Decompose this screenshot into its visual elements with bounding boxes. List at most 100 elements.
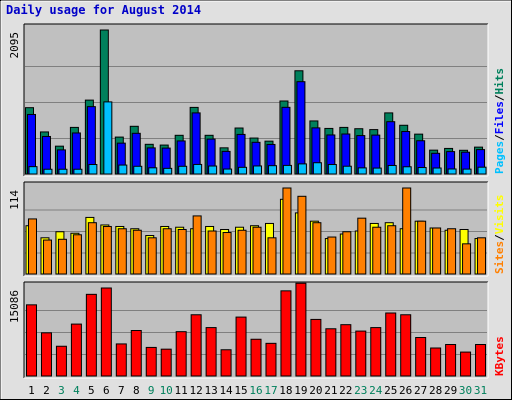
bar-kbytes-day-16 [250, 338, 262, 377]
bar-kbytes-day-20 [310, 318, 322, 377]
bar-sites-day-23 [357, 217, 367, 275]
bar-pages-day-8 [133, 165, 143, 175]
bar-pages-day-29 [447, 168, 457, 175]
bar-sites-day-12 [192, 215, 202, 275]
x-tick-label: 24 [369, 384, 383, 397]
bar-sites-day-30 [462, 243, 472, 275]
bar-kbytes-day-2 [40, 332, 52, 377]
x-tick-label: 30 [459, 384, 472, 397]
bar-sites-day-20 [312, 222, 322, 275]
bar-pages-day-5 [88, 164, 98, 175]
x-tick-label: 20 [309, 384, 322, 397]
bar-pages-day-24 [372, 167, 382, 175]
x-tick-label: 27 [414, 384, 427, 397]
legend-entry: / [493, 134, 506, 141]
x-tick-label: 31 [474, 384, 487, 397]
bar-kbytes-day-17 [265, 342, 277, 377]
bar-kbytes-day-6 [100, 287, 112, 377]
bar-kbytes-day-19 [295, 282, 307, 377]
bar-files-day-18 [281, 106, 291, 175]
bar-sites-day-19 [297, 195, 307, 275]
x-tick-label: 17 [264, 384, 277, 397]
bar-sites-day-28 [432, 227, 442, 275]
bar-kbytes-day-8 [130, 330, 142, 377]
bar-kbytes-day-30 [460, 351, 472, 377]
bar-pages-day-3 [58, 168, 68, 175]
bar-sites-day-9 [147, 237, 157, 275]
bar-pages-day-12 [193, 163, 203, 175]
x-tick-label: 8 [133, 384, 140, 397]
bar-pages-day-17 [267, 165, 277, 175]
bar-kbytes-day-28 [430, 347, 442, 377]
bar-kbytes-day-11 [175, 331, 187, 377]
x-tick-label: 15 [234, 384, 247, 397]
bar-pages-day-19 [297, 163, 307, 175]
bar-pages-day-31 [477, 166, 487, 175]
bar-pages-day-10 [163, 167, 173, 175]
bar-sites-day-4 [72, 234, 82, 275]
x-tick-label: 6 [103, 384, 110, 397]
legend-entry: / [493, 94, 506, 101]
bar-pages-day-7 [118, 164, 128, 175]
bar-kbytes-day-12 [190, 314, 202, 377]
bar-sites-day-10 [162, 228, 172, 275]
bar-pages-day-25 [387, 164, 397, 175]
bar-sites-day-3 [57, 238, 67, 275]
bar-sites-day-14 [222, 232, 232, 275]
legend-entry: Pages [493, 141, 506, 174]
bar-sites-day-31 [477, 237, 487, 275]
series-legend: Pages/Files/Hits [493, 68, 506, 174]
legend-entry: Hits [493, 68, 506, 95]
y-scale-label: 114 [8, 190, 21, 210]
bar-pages-day-14 [223, 168, 233, 175]
bar-pages-day-21 [327, 164, 337, 175]
bar-kbytes-day-10 [160, 348, 172, 377]
bar-sites-day-25 [387, 225, 397, 275]
x-tick-label: 18 [279, 384, 292, 397]
bar-sites-day-11 [177, 228, 187, 275]
series-legend: KBytes [493, 336, 506, 376]
x-tick-label: 2 [43, 384, 50, 397]
bar-kbytes-day-18 [280, 290, 292, 377]
bar-kbytes-day-27 [415, 337, 427, 377]
bar-pages-day-15 [238, 166, 248, 175]
y-scale-label: 2095 [8, 32, 21, 59]
x-tick-label: 21 [324, 384, 337, 397]
x-tick-label: 29 [444, 384, 457, 397]
bar-sites-day-29 [447, 228, 457, 275]
x-tick-label: 5 [88, 384, 95, 397]
x-tick-label: 10 [160, 384, 173, 397]
bar-sites-day-7 [117, 228, 127, 275]
bar-kbytes-day-4 [70, 323, 82, 377]
bar-pages-day-11 [178, 165, 188, 175]
x-tick-label: 26 [399, 384, 412, 397]
bar-pages-day-27 [417, 167, 427, 175]
bar-pages-day-13 [208, 165, 218, 175]
legend-entry: KBytes [493, 336, 506, 376]
x-tick-label: 28 [429, 384, 442, 397]
bar-pages-day-20 [312, 162, 322, 175]
bar-sites-day-22 [342, 231, 352, 275]
bar-pages-day-16 [253, 165, 263, 175]
bar-pages-day-9 [148, 167, 158, 175]
legend-entry: / [493, 234, 506, 241]
bar-sites-day-18 [282, 187, 292, 275]
bar-kbytes-day-1 [26, 304, 37, 377]
x-tick-label: 19 [294, 384, 307, 397]
bar-pages-day-2 [43, 168, 53, 175]
x-tick-label: 7 [118, 384, 125, 397]
series-legend: Sites/Visits [493, 195, 506, 275]
legend-entry: Files [493, 101, 506, 134]
bar-kbytes-day-9 [145, 346, 157, 377]
y-scale-label: 15086 [8, 290, 21, 323]
bar-pages-day-6 [103, 101, 113, 175]
x-tick-label: 16 [249, 384, 262, 397]
bar-sites-day-6 [102, 225, 112, 275]
bar-kbytes-day-22 [340, 324, 352, 377]
x-tick-label: 22 [339, 384, 352, 397]
bar-kbytes-day-26 [400, 314, 412, 377]
bar-pages-day-30 [462, 168, 472, 175]
x-tick-label: 13 [204, 384, 217, 397]
x-tick-label: 9 [148, 384, 155, 397]
